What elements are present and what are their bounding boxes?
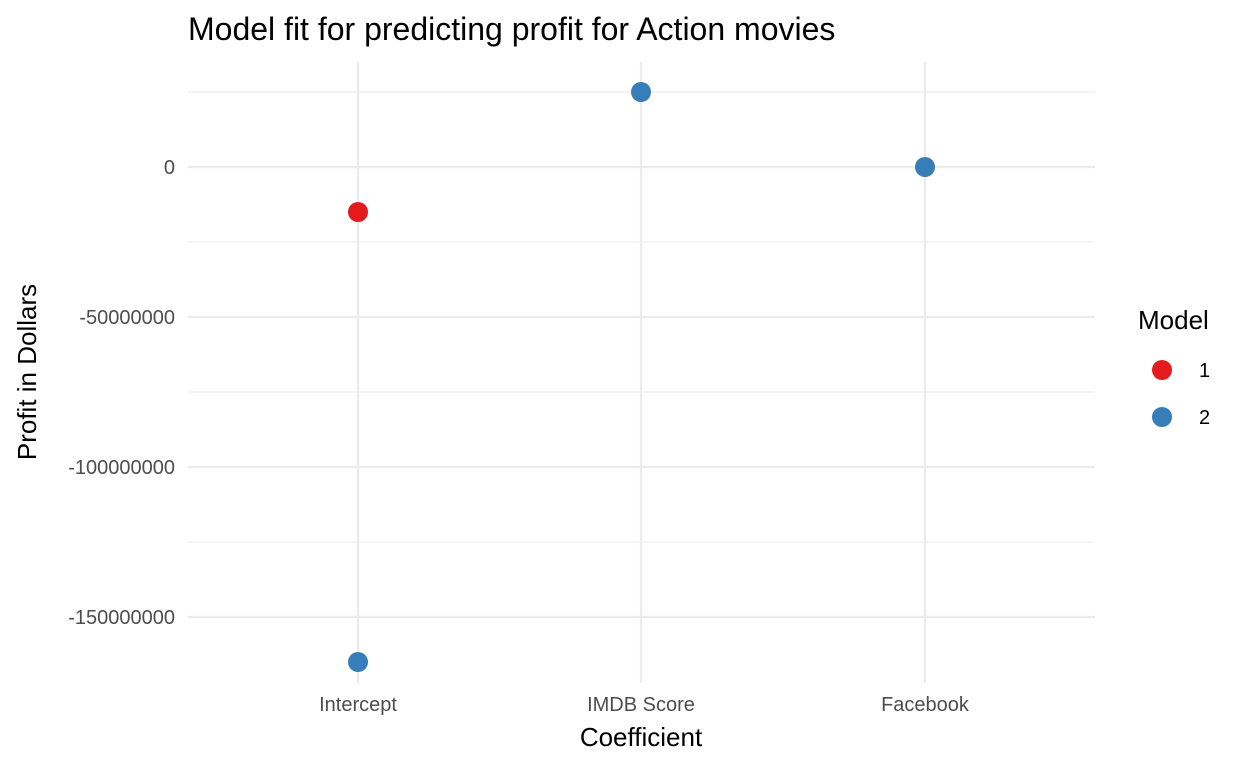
x-axis-ticks: Intercept IMDB Score Facebook: [319, 694, 970, 716]
y-tick-label: -150000000: [68, 607, 175, 629]
x-tick-label: IMDB Score: [587, 694, 695, 716]
x-tick-label: Intercept: [319, 694, 397, 716]
legend-label-2: 2: [1199, 407, 1210, 429]
legend-key-2: [1152, 407, 1172, 427]
points-layer: [348, 82, 935, 672]
x-axis-title: Coefficient: [580, 722, 703, 752]
data-point-model-2: [631, 82, 651, 102]
y-axis-title: Profit in Dollars: [12, 284, 42, 460]
legend: Model 12: [1138, 305, 1210, 429]
legend-items: 12: [1152, 360, 1210, 429]
legend-title: Model: [1138, 305, 1209, 335]
data-point-model-2: [915, 157, 935, 177]
x-tick-label: Facebook: [881, 694, 970, 716]
data-point-model-2: [348, 652, 368, 672]
data-point-model-1: [348, 202, 368, 222]
y-tick-label: -50000000: [79, 307, 175, 329]
y-tick-label: -100000000: [68, 457, 175, 479]
y-axis-ticks: 0 -50000000 -100000000 -150000000: [68, 157, 175, 629]
legend-key-1: [1152, 360, 1172, 380]
chart-title: Model fit for predicting profit for Acti…: [188, 11, 835, 47]
legend-label-1: 1: [1199, 360, 1210, 382]
y-tick-label: 0: [164, 157, 175, 179]
grid-layer: [188, 62, 1095, 683]
